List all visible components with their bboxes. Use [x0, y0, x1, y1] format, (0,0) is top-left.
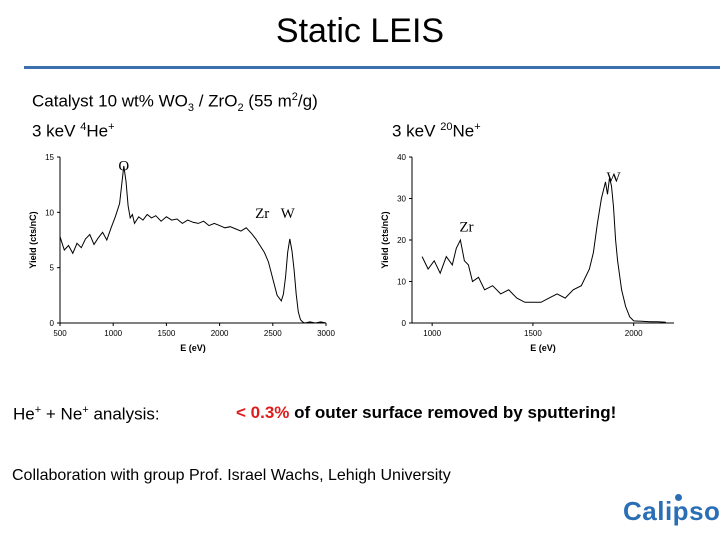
logo-dot: [675, 494, 682, 501]
peak-label: O: [118, 158, 129, 174]
zr-subscript: 2: [237, 102, 244, 115]
y-tick-label: 10: [397, 278, 406, 287]
peak-label: W: [606, 170, 621, 186]
he-mass: 4: [80, 121, 87, 133]
y-tick-label: 40: [397, 153, 406, 162]
y-tick-label: 20: [397, 236, 406, 245]
y-tick-label: 5: [50, 264, 55, 273]
removal-text: of outer surface removed by sputtering!: [289, 403, 617, 422]
analysis-he-charge: +: [34, 404, 42, 416]
wo-subscript: 3: [187, 102, 194, 115]
slide-title: Static LEIS: [275, 12, 445, 50]
x-tick-label: 2000: [625, 329, 643, 338]
logo-text: Calipso: [623, 496, 720, 526]
x-tick-label: 1500: [158, 329, 176, 338]
he-ion: He: [86, 121, 109, 141]
ne-energy: 3 keV: [392, 121, 441, 141]
catalyst-description: Catalyst 10 wt% WO3 / ZrO2 (55 m2/g): [32, 91, 318, 114]
peak-label: Zr: [255, 206, 269, 222]
x-tick-label: 2000: [211, 329, 229, 338]
removal-percentage: < 0.3%: [236, 403, 290, 422]
y-axis-label: Yield (cts/nC): [380, 211, 390, 268]
x-tick-label: 500: [53, 329, 67, 338]
calipso-logo: Calipso: [623, 494, 720, 527]
title-rule: [24, 66, 720, 69]
ne-ion: Ne: [452, 121, 475, 141]
y-tick-label: 15: [45, 153, 54, 162]
he-spectrum-chart: 0 5 10 15 500 1000 1500 2000 2500 3000 E (eV) Yield…: [28, 153, 335, 353]
removal-statement: < 0.3% of outer surface removed by sputt…: [236, 403, 616, 423]
analysis-ne-charge: +: [82, 404, 89, 416]
ne-spectrum-chart: 0 10 20 30 40 1000 1500 2000 E (eV) Yield (cts/nC…: [380, 153, 674, 353]
x-tick-label: 3000: [317, 329, 335, 338]
y-tick-label: 0: [402, 319, 407, 328]
x-axis-label: E (eV): [530, 343, 556, 353]
spectrum-line: [421, 177, 666, 323]
y-tick-label: 0: [50, 319, 55, 328]
y-tick-label: 30: [397, 195, 406, 204]
catalyst-area: (55 m: [243, 91, 292, 111]
y-axis-label: Yield (cts/nC): [28, 211, 38, 268]
he-energy: 3 keV: [32, 121, 81, 141]
he-charge: +: [108, 121, 115, 133]
x-tick-label: 1000: [423, 329, 441, 338]
analysis-rest: analysis:: [88, 404, 160, 424]
catalyst-prefix: Catalyst 10 wt% WO: [32, 91, 188, 111]
peak-label: W: [281, 206, 296, 222]
x-tick-label: 1500: [524, 329, 542, 338]
m-superscript: 2: [291, 91, 298, 103]
catalyst-unit: /g): [297, 91, 318, 111]
analysis-he: He: [13, 404, 35, 424]
x-tick-label: 1000: [104, 329, 122, 338]
analysis-ne: + Ne: [41, 404, 83, 424]
peak-label: Zr: [459, 220, 473, 236]
catalyst-mid: / ZrO: [194, 91, 238, 111]
x-axis-label: E (eV): [180, 343, 206, 353]
ne-beam-label: 3 keV 20Ne+: [392, 121, 481, 142]
ne-mass: 20: [440, 121, 453, 133]
y-tick-label: 10: [45, 208, 54, 217]
ne-charge: +: [474, 121, 481, 133]
x-tick-label: 2500: [264, 329, 282, 338]
analysis-label: He+ + Ne+ analysis:: [13, 404, 160, 425]
spectrum-line: [59, 165, 327, 324]
he-beam-label: 3 keV 4He+: [32, 121, 115, 142]
collaboration-note: Collaboration with group Prof. Israel Wa…: [12, 467, 451, 484]
